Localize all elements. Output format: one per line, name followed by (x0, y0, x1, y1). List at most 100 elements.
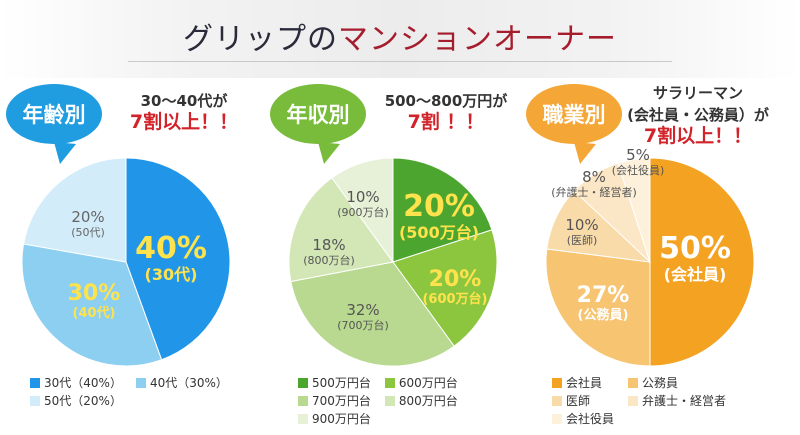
legend-label: 30代（40%） (44, 376, 122, 390)
pie-slice-1-1 (392, 229, 498, 347)
pie-slice-0-1 (21, 243, 163, 367)
legend-label: 会社役員 (566, 412, 615, 426)
pie-slice-2-0 (649, 157, 755, 367)
callout-line: 500～800万円が (385, 92, 509, 110)
slice-percent-label: 20% (429, 267, 482, 292)
pie-slice-1-4 (331, 157, 394, 264)
slice-percent-label: 40% (135, 231, 207, 266)
legend-swatch (552, 377, 562, 388)
callout-line: 30～40代が (141, 92, 229, 110)
legend-item: 50代（20%） (30, 392, 122, 409)
badge-label: 年収別 (287, 103, 350, 127)
title-band (0, 0, 800, 78)
legend-label: 800万円台 (398, 394, 458, 408)
legend-swatch (552, 413, 562, 424)
callout-line: (会社員・公務員）が (627, 106, 770, 124)
pie-slice-1-0 (392, 157, 493, 263)
legend-label: 700万円台 (312, 394, 371, 408)
legend-item: 医師 (552, 392, 614, 409)
legend-item: 弁護士・経営者 (628, 392, 726, 409)
slice-sub-label: (会社役員) (612, 163, 665, 177)
legend-occupation: 会社員 公務員医師 弁護士・経営者会社役員 (552, 374, 726, 427)
slice-percent-label: 27% (577, 283, 630, 308)
legend-item: 600万円台 (384, 374, 458, 391)
badge-tail (54, 142, 76, 164)
legend-item: 公務員 (628, 374, 726, 391)
badge-tail (574, 142, 596, 164)
legend-label: 公務員 (642, 376, 679, 390)
badge-tail (318, 142, 340, 164)
callout-line: 7割 ！！ (408, 110, 485, 133)
badge-bubble (526, 84, 622, 144)
page-title: グリップのマンションオーナー (0, 14, 800, 58)
slice-sub-label: (900万台) (337, 205, 389, 219)
badge-bubble (6, 84, 102, 144)
badge-label: 年齢別 (23, 103, 86, 127)
badge-label: 職業別 (543, 103, 606, 127)
slice-sub-label: (医師) (567, 234, 598, 247)
legend-swatch (30, 377, 40, 388)
pie-slice-1-3 (288, 177, 394, 283)
slice-sub-label: (40代) (73, 305, 116, 321)
legend-label: 500万円台 (312, 376, 371, 390)
slice-sub-label: (500万台) (399, 223, 479, 242)
legend-swatch (298, 395, 308, 406)
pie-chart-1: 20%(500万台)20%(600万台)32%(700万台)18%(800万台)… (270, 84, 509, 367)
pie-chart-2: 50%(会社員) 27%(公務員) 10%(医師) 8%(弁護士・経営者) 5%(会社役… (526, 84, 770, 367)
legend-swatch (298, 377, 308, 388)
slice-percent-label: 10% (346, 188, 379, 206)
slice-sub-label: (600万台) (422, 291, 487, 307)
legend-item: 会社役員 (552, 410, 614, 427)
legend-swatch (384, 377, 395, 388)
pie-slice-1-2 (290, 261, 455, 367)
pie-slice-2-4 (617, 157, 651, 263)
legend-age: 30代（40%） 40代（30%） 50代（20%） (30, 374, 228, 409)
legend-swatch (298, 413, 308, 424)
legend-label: 50代（20%） (44, 394, 122, 408)
slice-sub-label: (50代) (71, 226, 105, 239)
slice-percent-label: 30% (68, 281, 121, 306)
slice-percent-label: 10% (565, 216, 598, 234)
legend-item: 会社員 (552, 374, 614, 391)
legend-item: 700万円台 (298, 392, 371, 409)
callout-line: サラリーマン (653, 84, 743, 102)
slice-percent-label: 18% (312, 236, 345, 254)
title-part2: マンションオーナー (338, 22, 617, 57)
pie-slice-0-0 (125, 157, 231, 361)
legend-item: 30代（40%） (30, 374, 122, 391)
legend-label: 900万円台 (312, 412, 371, 426)
slice-sub-label: (30代) (145, 265, 198, 284)
pie-slice-0-2 (23, 157, 127, 263)
callout-line: 7割以上！！ (644, 124, 752, 147)
legend-label: 600万円台 (398, 376, 458, 390)
slice-percent-label: 20% (71, 208, 104, 226)
legend-swatch (135, 377, 146, 388)
title-part1: グリップの (183, 22, 338, 57)
legend-item: 900万円台 (298, 410, 371, 427)
legend-income: 500万円台 600万円台 700万円台 800万円台 900万円台 (298, 374, 458, 427)
slice-percent-label: 5% (626, 146, 650, 164)
pie-slice-2-1 (545, 248, 651, 367)
slice-sub-label: (弁護士・経営者) (551, 185, 637, 199)
slice-sub-label: (公務員) (578, 307, 629, 323)
legend-swatch (628, 377, 639, 388)
slice-sub-label: (800万台) (303, 253, 355, 267)
legend-label: 弁護士・経営者 (642, 394, 727, 408)
legend-swatch (628, 395, 639, 406)
slice-percent-label: 20% (403, 189, 475, 224)
legend-item: 40代（30%） (135, 374, 228, 391)
slice-percent-label: 32% (346, 301, 379, 319)
badge-bubble (270, 84, 366, 144)
slice-percent-label: 8% (582, 168, 606, 186)
legend-label: 40代（30%） (149, 376, 228, 390)
legend-item: 800万円台 (384, 392, 458, 409)
legend-item: 500万円台 (298, 374, 371, 391)
legend-swatch (384, 395, 395, 406)
legend-swatch (552, 395, 562, 406)
legend-label: 会社員 (566, 376, 603, 390)
slice-percent-label: 50% (659, 231, 731, 266)
slice-sub-label: (700万台) (337, 318, 389, 332)
callout-line: 7割以上！！ (130, 110, 238, 133)
